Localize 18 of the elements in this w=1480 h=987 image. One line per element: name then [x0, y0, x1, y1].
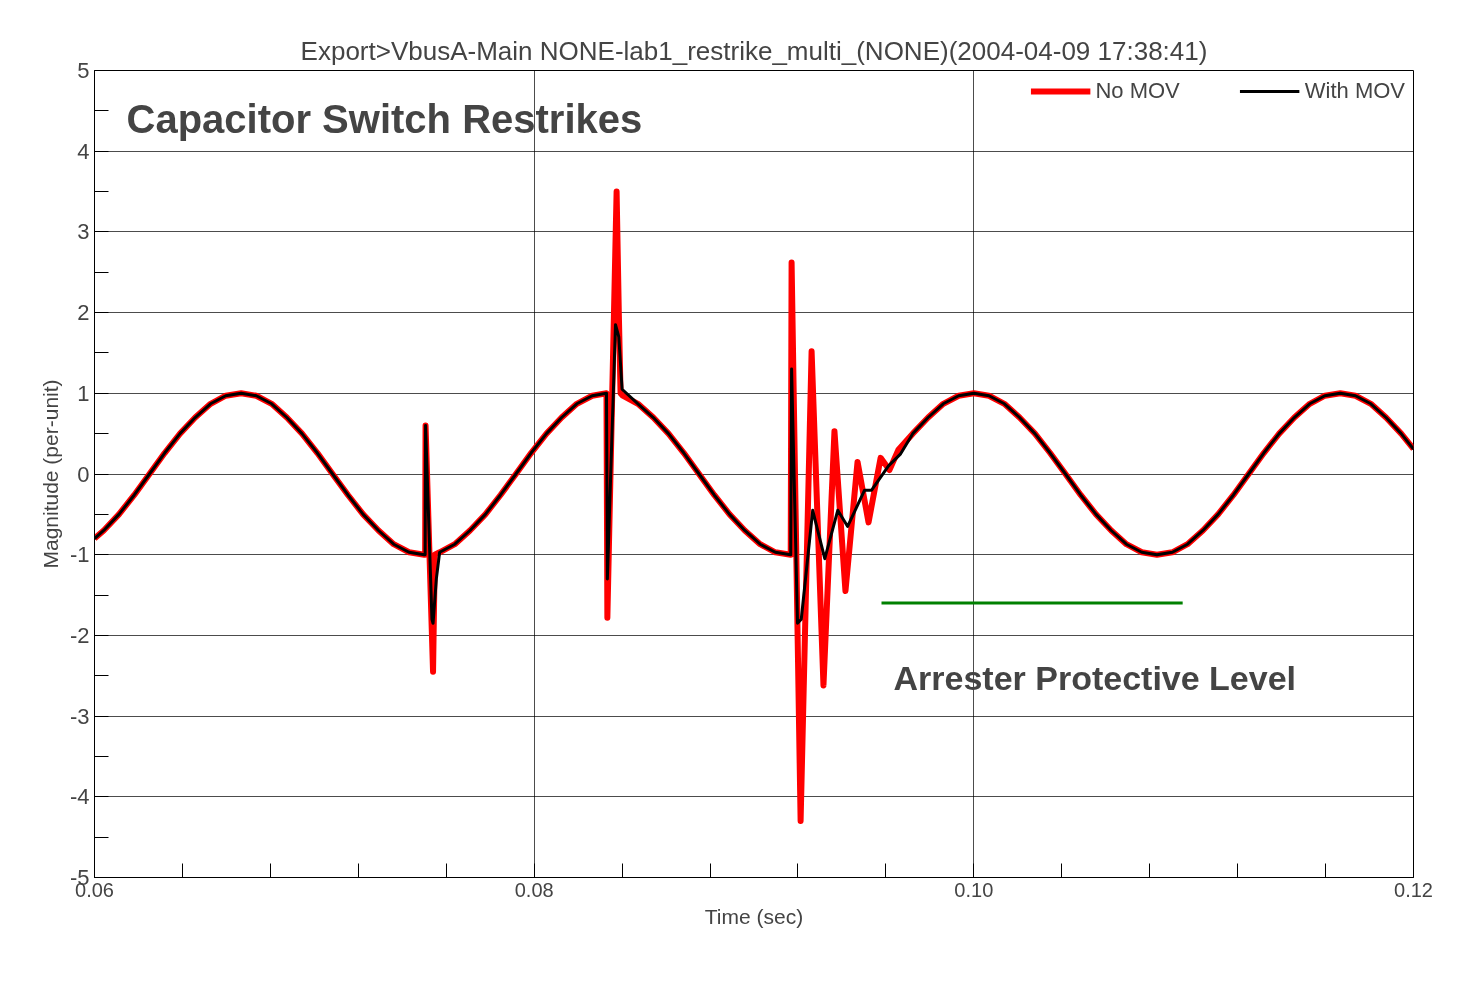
y-tick-label: 2: [77, 300, 90, 326]
y-tick-label: -1: [69, 542, 90, 568]
x-tick-label: 0.10: [954, 878, 994, 901]
y-tick-label: -2: [69, 622, 90, 648]
y-tick-label: 5: [77, 58, 90, 83]
chart-title: Export>VbusA-Main NONE-lab1_restrike_multi_(NONE)(2004-04-09 17:38:41): [300, 35, 1208, 66]
y-tick-label: 1: [77, 380, 90, 406]
y-tick-label: 4: [77, 138, 90, 164]
x-tick-label: 0.08: [514, 878, 554, 901]
y-tick-label: 3: [77, 219, 90, 245]
y-tick-label: -3: [69, 703, 90, 729]
y-tick-label: 0: [77, 461, 90, 487]
x-axis-title: Time (sec): [704, 904, 804, 928]
y-axis-title: Magnitude (per-unit): [38, 379, 62, 569]
legend-label: With MOV: [1304, 78, 1405, 104]
y-tick-label: -4: [69, 784, 90, 810]
x-tick-label: 0.12: [1394, 878, 1433, 901]
legend-label: No MOV: [1095, 78, 1180, 104]
